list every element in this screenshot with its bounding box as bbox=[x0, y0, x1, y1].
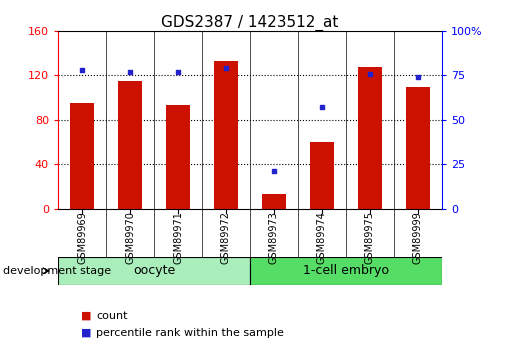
Text: GSM89971: GSM89971 bbox=[173, 211, 183, 264]
Text: GSM89999: GSM89999 bbox=[413, 211, 423, 264]
Text: GSM89969: GSM89969 bbox=[77, 211, 87, 264]
Text: ■: ■ bbox=[81, 328, 91, 338]
Title: GDS2387 / 1423512_at: GDS2387 / 1423512_at bbox=[161, 15, 339, 31]
Text: count: count bbox=[96, 311, 127, 321]
Text: GSM89974: GSM89974 bbox=[317, 211, 327, 264]
Bar bbox=[250, 257, 442, 285]
Text: oocyte: oocyte bbox=[133, 264, 175, 277]
Text: development stage: development stage bbox=[3, 266, 111, 276]
Bar bbox=[406, 87, 430, 209]
Text: GSM89970: GSM89970 bbox=[125, 211, 135, 264]
Point bbox=[414, 75, 422, 80]
Point bbox=[222, 66, 230, 71]
Point bbox=[174, 69, 182, 75]
Point bbox=[126, 69, 134, 75]
Text: GSM89975: GSM89975 bbox=[365, 211, 375, 264]
Point bbox=[366, 71, 374, 77]
Bar bbox=[310, 142, 334, 209]
Text: GSM89972: GSM89972 bbox=[221, 211, 231, 264]
Point bbox=[78, 67, 86, 73]
Text: GSM89973: GSM89973 bbox=[269, 211, 279, 264]
Bar bbox=[214, 61, 238, 209]
Point bbox=[318, 105, 326, 110]
Bar bbox=[118, 81, 142, 209]
Text: percentile rank within the sample: percentile rank within the sample bbox=[96, 328, 284, 338]
Text: 1-cell embryo: 1-cell embryo bbox=[303, 264, 389, 277]
Bar bbox=[166, 106, 190, 209]
Text: ■: ■ bbox=[81, 311, 91, 321]
Bar bbox=[262, 194, 286, 209]
Bar bbox=[70, 103, 94, 209]
Bar bbox=[358, 67, 382, 209]
Point bbox=[270, 169, 278, 174]
Bar bbox=[58, 257, 250, 285]
